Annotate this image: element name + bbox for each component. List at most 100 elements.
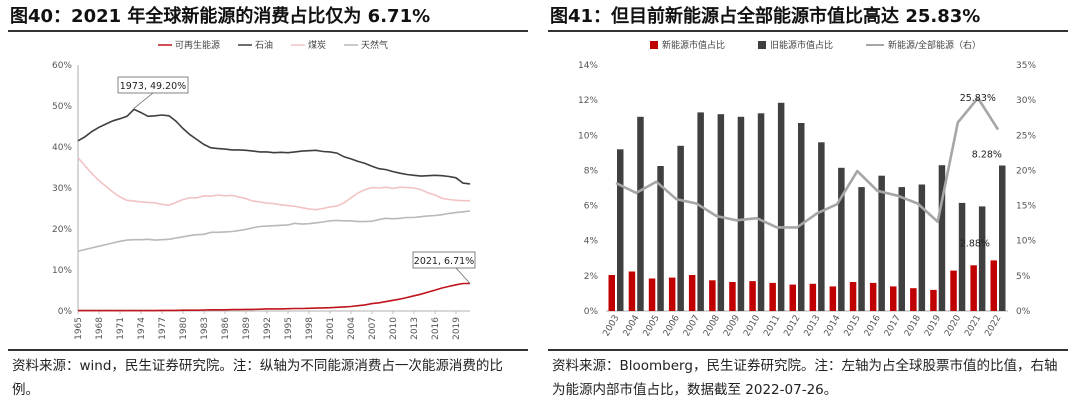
- bar-new-energy: [628, 271, 636, 311]
- legend-label-1: 石油: [255, 39, 273, 51]
- bar-old-energy: [677, 145, 684, 311]
- figure-40-source-note: 资料来源：wind，民生证券研究院。注：纵轴为不同能源消费占一次能源消费的比例。: [12, 358, 503, 398]
- bar-old-energy: [777, 102, 785, 311]
- x-tick-label: 1965: [74, 317, 84, 340]
- right-y-tick-label: 25%: [1016, 131, 1036, 141]
- annotation-label: 25.83%: [960, 93, 996, 104]
- left-y-tick-label: 4%: [584, 237, 599, 247]
- x-tick-label: 2011: [762, 314, 782, 339]
- x-tick-label: 2009: [722, 313, 742, 338]
- bar-new-energy: [688, 275, 696, 311]
- x-tick-label: 2013: [803, 314, 823, 339]
- left-y-tick-label: 0%: [584, 307, 599, 317]
- bar-old-energy: [617, 149, 624, 311]
- bar-new-energy: [648, 278, 656, 311]
- right-y-tick-label: 30%: [1016, 96, 1036, 106]
- legend-label-2: 新能源/全部能源（右）: [888, 39, 981, 51]
- y-tick-label: 10%: [52, 266, 72, 276]
- left-y-tick-label: 10%: [578, 131, 598, 141]
- bar-old-energy: [717, 114, 725, 311]
- left-y-tick-label: 8%: [584, 166, 599, 176]
- figure-40-panel: 图40：2021 年全球新能源的消费占比仅为 6.71% 可再生能源 石油 煤炭 天然…: [8, 0, 528, 408]
- bar-new-energy: [930, 289, 937, 311]
- legend-label-1: 旧能源市值占比: [770, 39, 833, 51]
- bar-new-energy: [749, 281, 756, 311]
- annotation-label: 2.88%: [960, 238, 990, 249]
- x-tick-label: 2007: [682, 314, 702, 339]
- bar-new-energy: [990, 260, 997, 311]
- bar-new-energy: [668, 277, 676, 311]
- y-tick-label: 30%: [52, 184, 72, 194]
- left-y-tick-label: 2%: [584, 272, 599, 282]
- x-tick-label: 2021: [963, 314, 983, 339]
- series-line-2: [77, 157, 470, 211]
- bar-new-energy: [608, 275, 615, 311]
- x-tick-label: 1971: [116, 317, 126, 340]
- x-tick-label: 1998: [305, 317, 315, 340]
- title-rule: [548, 30, 1068, 32]
- annotation-label: 8.28%: [972, 150, 1002, 161]
- x-tick-label: 2018: [903, 313, 923, 338]
- x-tick-label: 1983: [200, 317, 210, 340]
- annotation-pointer: [133, 92, 154, 109]
- figure-41-title: 图41：但目前新能源占全部能源市值比高达 25.83%: [550, 6, 981, 27]
- x-tick-label: 2022: [983, 314, 1003, 339]
- ratio-line: [615, 96, 1000, 229]
- bar-new-energy: [970, 265, 977, 311]
- bar-old-energy: [978, 206, 986, 311]
- x-tick-label: 2013: [410, 317, 420, 340]
- source-rule: [8, 349, 528, 351]
- x-tick-label: 2006: [662, 313, 682, 338]
- y-tick-label: 0%: [58, 307, 73, 317]
- bar-old-energy: [637, 116, 644, 311]
- right-y-tick-label: 0%: [1016, 307, 1031, 317]
- bar-old-energy: [798, 123, 805, 311]
- x-tick-label: 2014: [823, 313, 843, 338]
- x-tick-label: 2012: [782, 314, 802, 339]
- x-tick-label: 2016: [431, 317, 441, 340]
- left-y-tick-label: 12%: [578, 96, 598, 106]
- x-tick-label: 1974: [137, 317, 147, 340]
- right-y-tick-label: 15%: [1016, 202, 1036, 212]
- bar-new-energy: [769, 282, 776, 311]
- bar-old-energy: [858, 187, 865, 311]
- bar-old-energy: [697, 112, 704, 312]
- y-tick-label: 50%: [52, 102, 72, 112]
- x-tick-label: 2019: [923, 313, 943, 338]
- y-tick-label: 40%: [52, 143, 72, 153]
- bar-old-energy: [657, 166, 664, 311]
- right-y-tick-label: 35%: [1016, 61, 1036, 71]
- bar-old-energy: [757, 113, 765, 311]
- legend-label-0: 新能源市值占比: [662, 39, 725, 51]
- right-y-tick-label: 20%: [1016, 166, 1036, 176]
- bar-new-energy: [709, 280, 716, 312]
- right-y-tick-label: 5%: [1016, 272, 1031, 282]
- figure-41-panel: 图41：但目前新能源占全部能源市值比高达 25.83% 新能源市值占比 旧能源市值…: [548, 0, 1068, 408]
- x-tick-label: 2003: [602, 314, 622, 339]
- bar-old-energy: [918, 184, 926, 311]
- x-tick-label: 2016: [863, 313, 883, 338]
- bar-old-energy: [938, 165, 946, 311]
- bar-old-energy: [878, 175, 885, 311]
- legend-label-3: 天然气: [361, 39, 388, 51]
- bar-new-energy: [829, 286, 837, 311]
- y-tick-label: 60%: [52, 61, 72, 71]
- bar-new-energy: [849, 282, 857, 311]
- legend-swatch-1: [758, 41, 766, 49]
- x-tick-label: 2004: [347, 317, 357, 340]
- bar-new-energy: [789, 284, 796, 311]
- x-tick-label: 1968: [95, 317, 105, 340]
- left-y-tick-label: 6%: [584, 202, 599, 212]
- bar-old-energy: [999, 165, 1006, 311]
- x-tick-label: 2008: [702, 313, 722, 338]
- bar-old-energy: [838, 167, 845, 311]
- x-tick-label: 1980: [179, 317, 189, 340]
- x-tick-label: 2010: [742, 313, 762, 338]
- bar-new-energy: [910, 288, 917, 311]
- series-line-0: [78, 282, 470, 312]
- bar-old-energy: [958, 202, 966, 311]
- figure-40-title: 图40：2021 年全球新能源的消费占比仅为 6.71%: [10, 6, 431, 27]
- x-tick-label: 1989: [242, 317, 252, 340]
- energy-consumption-line-chart: 可再生能源 石油 煤炭 天然气 0% 10% 20% 30% 40% 50% 60% 1965 1968…: [52, 39, 476, 340]
- x-tick-label: 1986: [221, 317, 231, 340]
